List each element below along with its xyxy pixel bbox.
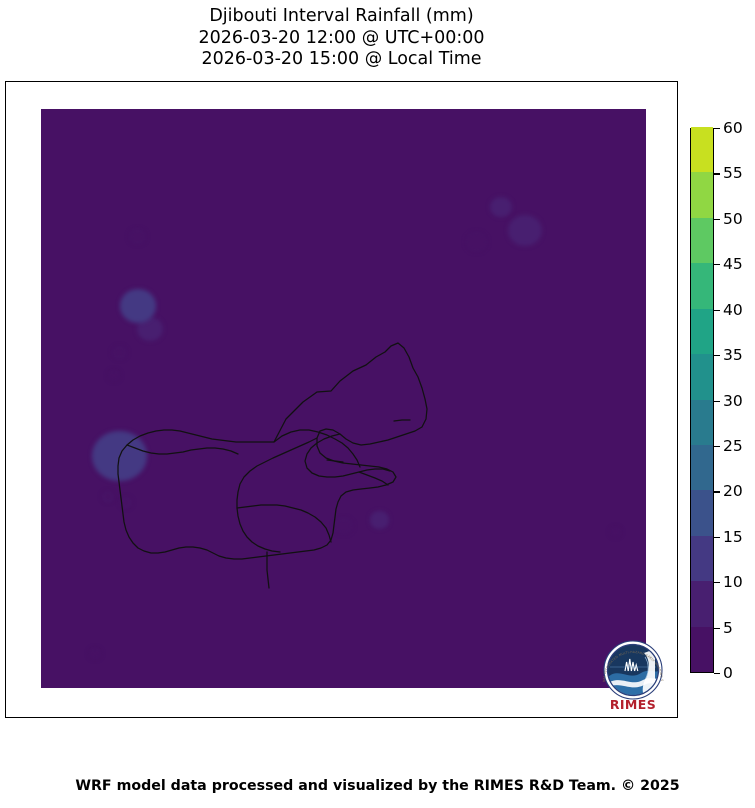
colorbar-band	[691, 626, 713, 672]
colorbar-tick-label: 40	[723, 300, 743, 319]
colorbar-tick-label: 30	[723, 391, 743, 410]
colorbar-gradient	[690, 126, 714, 673]
colorbar-band	[691, 399, 713, 445]
colorbar-tick-label: 15	[723, 527, 743, 546]
colorbar-tick-label: 45	[723, 255, 743, 274]
colorbar-tick-label: 55	[723, 164, 743, 183]
colorbar-tick-label: 50	[723, 209, 743, 228]
colorbar-band	[691, 580, 713, 627]
rainfall-cell	[610, 526, 622, 537]
chart-title-line-1: Djibouti Interval Rainfall (mm)	[209, 6, 474, 26]
colorbar-band	[691, 308, 713, 355]
colorbar-band	[691, 353, 713, 400]
rainfall-cell	[334, 517, 353, 535]
rainfall-cell	[508, 215, 542, 247]
rainfall-cell	[465, 232, 488, 253]
colorbar-tick	[714, 536, 720, 538]
rimes-logo: REGIONAL INTEGRATED MULTI-HAZARD EARLY W…	[595, 634, 669, 715]
colorbar-band	[691, 444, 713, 491]
colorbar-tick	[714, 173, 720, 175]
colorbar-tick-label: 60	[723, 119, 743, 137]
colorbar-tick-label: 35	[723, 346, 743, 365]
colorbar-tick	[714, 309, 720, 311]
rainfall-cell	[119, 289, 156, 323]
colorbar-tick	[714, 128, 720, 130]
colorbar-tick	[714, 400, 720, 402]
colorbar-tick	[714, 264, 720, 266]
rainfall-cell	[112, 345, 127, 359]
chart-title-line-3: 2026-03-20 15:00 @ Local Time	[201, 49, 482, 69]
colorbar-tick-label: 0	[723, 664, 733, 682]
rainfall-cell	[107, 369, 120, 381]
colorbar-tick	[714, 445, 720, 448]
djibouti-boundary-outline	[117, 342, 428, 589]
rainfall-cell	[370, 511, 390, 529]
rainfall-cell	[119, 497, 132, 509]
colorbar-tick-label: 5	[723, 618, 733, 637]
colorbar-tick	[714, 355, 720, 357]
footer-credit: WRF model data processed and visualized …	[75, 778, 680, 794]
colorbar-band	[691, 262, 713, 309]
rainfall-raster	[41, 109, 646, 688]
colorbar-tick	[714, 627, 720, 629]
colorbar: 0 5 10 15 20 25 30 35 40 45 50 55 60	[690, 119, 743, 682]
colorbar-band	[691, 489, 713, 536]
colorbar-tick	[714, 673, 720, 675]
colorbar-band	[691, 126, 713, 173]
rainfall-cell	[101, 491, 114, 503]
colorbar-band	[691, 217, 713, 264]
chart-title-line-2: 2026-03-20 12:00 @ UTC+00:00	[198, 27, 485, 48]
colorbar-tick	[714, 491, 720, 493]
logo-wordmark: RIMES	[610, 697, 656, 712]
rainfall-cell	[89, 647, 102, 659]
colorbar-band	[691, 535, 713, 582]
rainfall-cell	[489, 197, 512, 218]
colorbar-tick-label: 25	[723, 436, 743, 455]
rainfall-cell	[129, 228, 147, 245]
colorbar-tick-label: 20	[723, 482, 743, 501]
colorbar-tick	[714, 582, 720, 584]
chart-title-block: Djibouti Interval Rainfall (mm) 2026-03-…	[0, 6, 683, 71]
colorbar-band	[691, 171, 713, 218]
colorbar-tick-label: 10	[723, 573, 743, 592]
map-axes-frame: REGIONAL INTEGRATED MULTI-HAZARD EARLY W…	[5, 81, 678, 718]
colorbar-tick	[714, 218, 720, 221]
